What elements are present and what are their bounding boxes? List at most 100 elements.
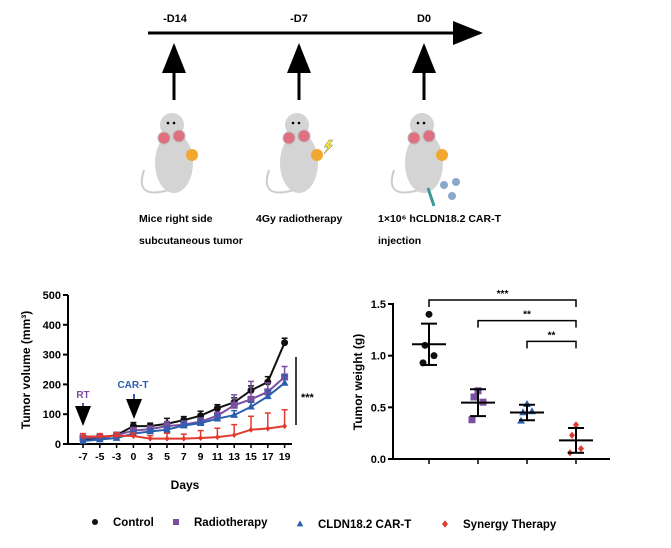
mouse-illustration	[140, 113, 198, 194]
timeline-label: -D14	[163, 13, 188, 25]
data-point	[147, 435, 153, 442]
tumor-icon	[436, 149, 448, 161]
mouse-eye	[166, 121, 170, 125]
y-tick-label: 1.5	[371, 299, 386, 311]
mouse-eye	[422, 121, 426, 125]
y-tick-label: 1.0	[371, 351, 386, 363]
legend-marker-icon	[442, 520, 448, 528]
y-tick-label: 500	[43, 290, 61, 302]
data-point	[213, 414, 222, 422]
mouse-eye	[291, 121, 295, 125]
y-tick-label: 300	[43, 350, 61, 362]
mouse-ear	[282, 131, 296, 145]
x-tick-label: 5	[164, 451, 170, 463]
significance-label: ***	[497, 289, 509, 300]
data-point	[430, 352, 438, 360]
x-tick-label: -5	[95, 451, 104, 463]
legend-item: Radiotherapy	[173, 517, 268, 529]
significance-label: **	[548, 330, 556, 341]
y-tick-label: 0.0	[371, 454, 386, 466]
mouse-ear	[157, 131, 171, 145]
data-point	[230, 410, 239, 418]
data-point	[163, 425, 171, 433]
data-point	[280, 378, 289, 386]
data-point	[213, 404, 221, 412]
x-tick-label: 0	[130, 451, 136, 463]
data-point	[230, 401, 238, 409]
mouse-ear	[297, 129, 311, 143]
data-point	[470, 393, 478, 401]
tumor-icon	[311, 149, 323, 161]
x-tick-label: -3	[112, 451, 121, 463]
group-synergy-therapy	[559, 421, 593, 464]
lightning-icon	[323, 139, 334, 155]
step-description: subcutaneous tumor	[139, 235, 243, 247]
data-point	[282, 423, 288, 430]
cell-icon	[440, 181, 448, 189]
tumor-icon	[186, 149, 198, 161]
data-point	[281, 339, 289, 347]
mouse-tail	[140, 169, 170, 194]
legend-item: Control	[92, 517, 154, 529]
x-tick-label: 11	[212, 451, 223, 463]
data-point	[214, 434, 220, 441]
x-tick-label: 9	[198, 451, 204, 463]
legend-label: Control	[113, 517, 154, 529]
data-point	[179, 421, 188, 429]
data-point	[247, 402, 255, 410]
series-synergy-therapy	[80, 408, 288, 442]
y-tick-label: 400	[43, 320, 61, 332]
data-point	[231, 432, 237, 439]
x-tick-label: 7	[181, 451, 187, 463]
step-description: 4Gy radiotherapy	[256, 213, 343, 225]
data-point	[264, 378, 272, 386]
timeline: -D14 -D7 D0 Mice right side subcutaneous…	[139, 13, 502, 247]
mouse-body	[405, 133, 443, 193]
significance-bracket	[526, 340, 577, 349]
mouse-eye	[416, 121, 420, 125]
data-point	[263, 392, 272, 400]
mouse-illustration	[265, 113, 334, 194]
group-radiotherapy	[461, 387, 495, 464]
data-point	[578, 445, 584, 453]
legend-item: CLDN18.2 CAR-T	[296, 519, 411, 531]
y-tick-label: 200	[43, 379, 61, 391]
data-point	[248, 426, 254, 433]
data-point	[164, 435, 170, 442]
data-point	[198, 435, 204, 442]
cell-icon	[448, 192, 456, 200]
legend-item: Synergy Therapy	[442, 519, 557, 531]
legend-label: CLDN18.2 CAR-T	[318, 519, 411, 531]
significance-bracket	[428, 299, 577, 307]
mouse-tail	[390, 169, 420, 194]
y-axis-title: Tumor weight (g)	[351, 334, 365, 430]
data-point	[573, 421, 579, 429]
significance-bracket	[477, 319, 577, 328]
data-point	[421, 341, 429, 349]
rt-annotation: RT	[76, 390, 89, 401]
mouse-ear	[407, 131, 421, 145]
y-tick-label: 0.5	[371, 402, 386, 414]
x-tick-label: -7	[78, 451, 87, 463]
cart-annotation: CAR-T	[117, 380, 148, 391]
x-tick-label: 15	[245, 451, 257, 463]
step-description: Mice right side	[139, 213, 213, 225]
legend-label: Radiotherapy	[194, 517, 268, 529]
mouse-ear	[172, 129, 186, 143]
x-axis-title: Days	[171, 478, 200, 492]
timeline-label: -D7	[290, 13, 308, 25]
mouse-eye	[297, 121, 301, 125]
group-control	[412, 310, 446, 464]
step-description: 1×10⁶ hCLDN18.2 CAR-T	[378, 213, 502, 225]
step-description: injection	[378, 235, 421, 247]
legend-marker-icon	[296, 520, 304, 527]
x-tick-label: 17	[262, 451, 274, 463]
x-tick-label: 3	[147, 451, 153, 463]
data-point	[569, 431, 575, 439]
data-point	[146, 427, 155, 435]
data-point	[265, 425, 271, 432]
